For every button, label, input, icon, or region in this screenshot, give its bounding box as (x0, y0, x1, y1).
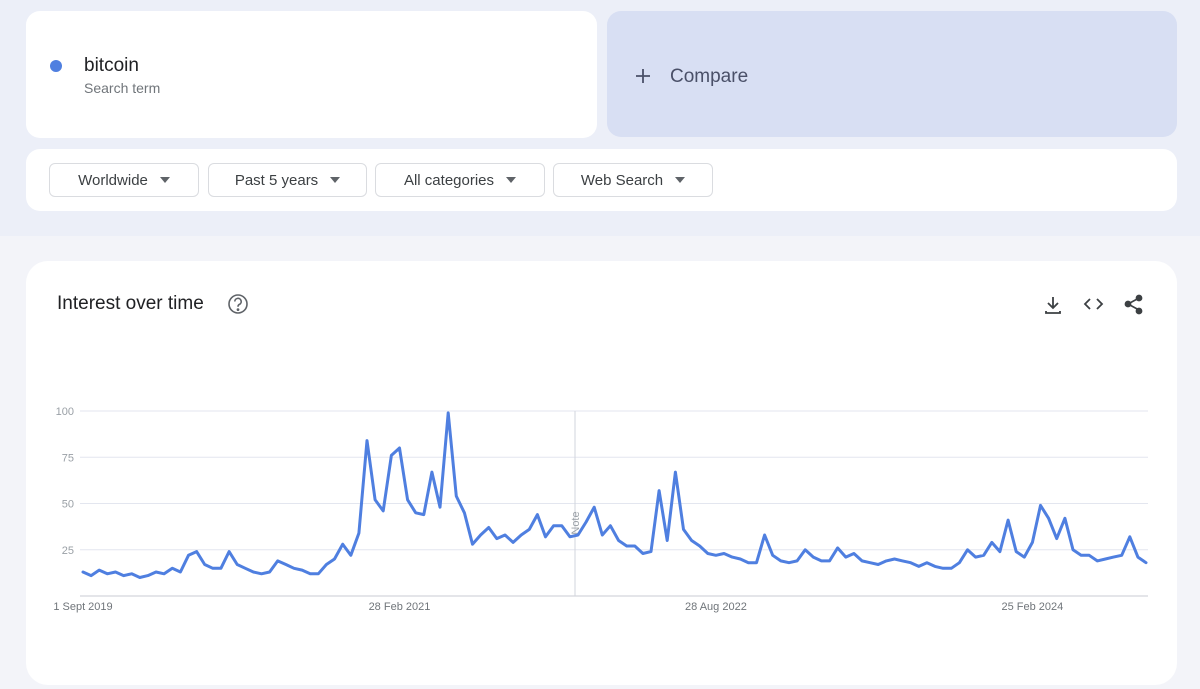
compare-button[interactable]: Compare (607, 11, 1177, 137)
search-term-card[interactable] (26, 11, 597, 138)
y-tick-label: 100 (56, 406, 74, 418)
download-icon[interactable] (1045, 297, 1061, 314)
filter-dropdown[interactable]: Past 5 years (208, 163, 367, 197)
filter-dropdown[interactable]: Web Search (553, 163, 713, 197)
search-term-subtitle: Search term (84, 80, 161, 96)
annotation-label: Note (570, 511, 582, 534)
compare-label[interactable]: Compare (670, 66, 749, 87)
filter-label: Web Search (580, 171, 664, 189)
x-tick-label: 28 Feb 2021 (369, 601, 431, 613)
filter-dropdown[interactable]: All categories (375, 163, 545, 197)
y-tick-label: 25 (62, 545, 74, 557)
y-tick-label: 75 (62, 452, 74, 464)
share-icon[interactable] (1124, 294, 1143, 315)
search-term[interactable]: bitcoin (84, 55, 139, 76)
filter-label: Past 5 years (234, 171, 319, 189)
chart-title: Interest over time (57, 293, 204, 314)
x-tick-label: 25 Feb 2024 (1002, 601, 1064, 613)
filter-label: Worldwide (78, 171, 148, 189)
series-color-dot (50, 60, 62, 72)
filter-dropdown[interactable]: Worldwide (49, 163, 199, 197)
filter-label: All categories (403, 171, 495, 189)
embed-icon[interactable] (1083, 298, 1104, 310)
chart-card (26, 261, 1177, 685)
y-tick-label: 50 (62, 499, 74, 511)
x-tick-label: 1 Sept 2019 (53, 601, 112, 613)
help-icon[interactable] (228, 294, 248, 314)
plus-icon (636, 69, 650, 83)
x-tick-label: 28 Aug 2022 (685, 601, 747, 613)
trend-line (81, 411, 1148, 579)
